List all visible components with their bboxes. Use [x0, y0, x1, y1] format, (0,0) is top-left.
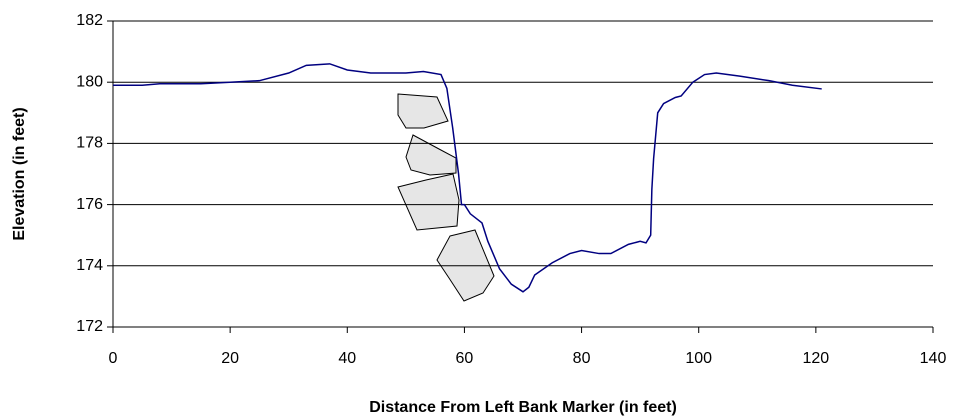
y-tick-label: 178 [76, 135, 103, 152]
x-axis-title: Distance From Left Bank Marker (in feet) [369, 399, 677, 416]
x-tick-label: 20 [221, 350, 239, 367]
rock [405, 134, 457, 176]
rock [397, 93, 449, 129]
y-tick-label: 182 [76, 12, 103, 29]
x-tick-label: 0 [109, 350, 118, 367]
x-tick-label: 100 [685, 350, 712, 367]
y-tick-label: 180 [76, 73, 103, 90]
y-axis-title: Elevation (in feet) [11, 107, 28, 240]
x-tick-label: 60 [456, 350, 474, 367]
y-tick-label: 172 [76, 318, 103, 335]
x-tick-label: 80 [573, 350, 591, 367]
x-tick-label: 140 [920, 350, 947, 367]
y-tick-label: 176 [76, 196, 103, 213]
y-tick-label: 174 [76, 257, 103, 274]
x-tick-label: 120 [803, 350, 830, 367]
x-tick-label: 40 [338, 350, 356, 367]
line [113, 63, 822, 293]
rock [397, 173, 460, 231]
